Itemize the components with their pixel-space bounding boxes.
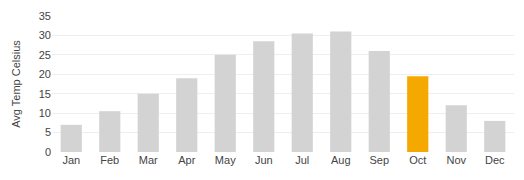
svg-text:Apr: Apr xyxy=(178,154,195,166)
svg-text:0: 0 xyxy=(45,146,51,158)
svg-text:35: 35 xyxy=(39,10,51,22)
svg-text:10: 10 xyxy=(39,107,51,119)
svg-text:Sep: Sep xyxy=(369,154,389,166)
svg-text:Nov: Nov xyxy=(446,154,466,166)
svg-text:Feb: Feb xyxy=(100,154,119,166)
svg-text:5: 5 xyxy=(45,126,51,138)
svg-text:Jun: Jun xyxy=(255,154,273,166)
svg-text:Mar: Mar xyxy=(139,154,158,166)
svg-text:Dec: Dec xyxy=(485,154,505,166)
svg-text:Aug: Aug xyxy=(331,154,351,166)
svg-text:25: 25 xyxy=(39,49,51,61)
svg-text:Avg Temp Celsius: Avg Temp Celsius xyxy=(10,40,22,128)
svg-text:Jul: Jul xyxy=(295,154,309,166)
svg-text:May: May xyxy=(215,154,236,166)
svg-text:15: 15 xyxy=(39,88,51,100)
svg-text:Oct: Oct xyxy=(409,154,426,166)
svg-text:Jan: Jan xyxy=(62,154,80,166)
svg-text:30: 30 xyxy=(39,29,51,41)
svg-text:20: 20 xyxy=(39,68,51,80)
